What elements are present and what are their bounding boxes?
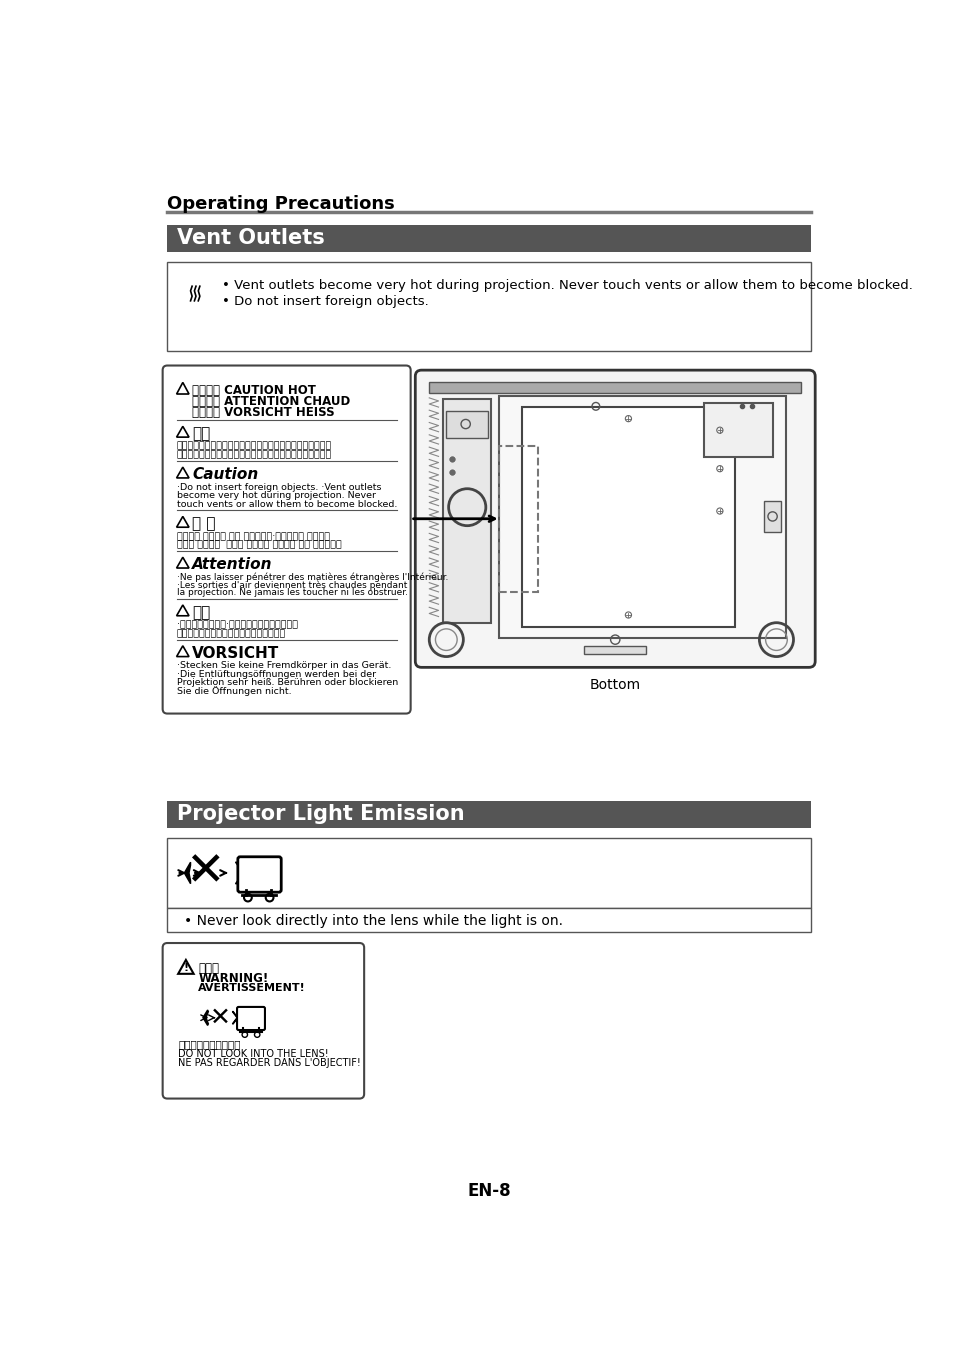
Bar xyxy=(763,502,781,531)
Text: ·Do not insert foreign objects. ·Vent outlets: ·Do not insert foreign objects. ·Vent ou… xyxy=(176,483,380,492)
Bar xyxy=(167,226,810,251)
Text: ·Ne pas laisser pénétrer des matières étrangères l'Intérieur.: ·Ne pas laisser pénétrer des matières ét… xyxy=(176,573,448,583)
Bar xyxy=(703,403,772,457)
Text: la projection. Ne jamais les toucher ni les obstruer.: la projection. Ne jamais les toucher ni … xyxy=(176,588,407,598)
Text: Projector Light Emission: Projector Light Emission xyxy=(176,804,464,825)
Text: 고온주의 VORSICHT HEISS: 고온주의 VORSICHT HEISS xyxy=(192,406,335,419)
Text: 注意: 注意 xyxy=(192,426,210,441)
Text: 주 의: 주 의 xyxy=(192,516,215,531)
Bar xyxy=(167,838,810,907)
Text: 警告！: 警告！ xyxy=(198,961,219,975)
Text: ·不要让异物进入。·使用过程中投影机的通风口: ·不要让异物进入。·使用过程中投影机的通风口 xyxy=(176,621,297,630)
Text: • Never look directly into the lens while the light is on.: • Never look directly into the lens whil… xyxy=(183,914,562,927)
Circle shape xyxy=(450,457,455,462)
Bar xyxy=(521,407,735,626)
Bar xyxy=(167,802,810,827)
Text: become very hot during projection. Never: become very hot during projection. Never xyxy=(176,491,375,500)
FancyBboxPatch shape xyxy=(236,1007,265,1030)
FancyBboxPatch shape xyxy=(162,944,364,1099)
Text: • Do not insert foreign objects.: • Do not insert foreign objects. xyxy=(221,296,428,308)
Text: 注意: 注意 xyxy=(192,604,210,621)
Bar xyxy=(167,262,810,352)
FancyBboxPatch shape xyxy=(237,857,281,892)
Text: ・내부에 이물질을 넣지 마십시오。·투영중에는 배기구가: ・내부에 이물질을 넣지 마십시오。·투영중에는 배기구가 xyxy=(176,531,329,541)
Text: ・内部に異物をいれないでください。・投影中は、排気口が: ・内部に異物をいれないでください。・投影中は、排気口が xyxy=(176,442,332,450)
Text: AVERTISSEMENT!: AVERTISSEMENT! xyxy=(198,983,306,994)
Text: ✕: ✕ xyxy=(210,1006,231,1030)
Text: ·Stecken Sie keine Fremdkörper in das Gerät.: ·Stecken Sie keine Fremdkörper in das Ge… xyxy=(176,661,391,671)
FancyBboxPatch shape xyxy=(162,365,410,714)
Text: Projektion sehr heiß. Berühren oder blockieren: Projektion sehr heiß. Berühren oder bloc… xyxy=(176,679,397,687)
Text: 注意高温 ATTENTION CHAUD: 注意高温 ATTENTION CHAUD xyxy=(192,395,350,408)
Bar xyxy=(583,646,645,653)
Text: Vent Outlets: Vent Outlets xyxy=(176,228,324,249)
Text: 高温になります。排気口に触れたりふさがないでください。: 高温になります。排気口に触れたりふさがないでください。 xyxy=(176,450,332,460)
Text: • Vent outlets become very hot during projection. Never touch vents or allow the: • Vent outlets become very hot during pr… xyxy=(221,280,911,292)
Text: 高温注意 CAUTION HOT: 高温注意 CAUTION HOT xyxy=(192,384,315,397)
Polygon shape xyxy=(233,1011,237,1023)
Text: Operating Precautions: Operating Precautions xyxy=(167,195,395,212)
Text: ✕: ✕ xyxy=(185,850,224,895)
Polygon shape xyxy=(203,1010,208,1025)
Text: WARNING!: WARNING! xyxy=(198,972,268,986)
Circle shape xyxy=(450,470,455,475)
Polygon shape xyxy=(235,863,245,884)
Bar xyxy=(498,446,537,592)
Text: 고온이 됩니다。  절대로 배기구를 만지거나 막지 마십시오。: 고온이 됩니다。 절대로 배기구를 만지거나 막지 마십시오。 xyxy=(176,541,341,549)
Text: !: ! xyxy=(183,963,189,972)
Text: ·Die Entlüftungsöffnungen werden bei der: ·Die Entlüftungsöffnungen werden bei der xyxy=(176,669,375,679)
FancyBboxPatch shape xyxy=(415,370,815,668)
Bar xyxy=(167,907,810,933)
Bar xyxy=(446,411,488,438)
Text: レンズをのぞかない！: レンズをのぞかない！ xyxy=(178,1040,240,1049)
Bar xyxy=(498,396,785,638)
Text: NE PAS REGARDER DANS L'OBJECTIF!: NE PAS REGARDER DANS L'OBJECTIF! xyxy=(178,1057,360,1068)
Text: touch vents or allow them to become blocked.: touch vents or allow them to become bloc… xyxy=(176,499,396,508)
Text: DO NOT LOOK INTO THE LENS!: DO NOT LOOK INTO THE LENS! xyxy=(178,1049,329,1059)
Text: ·Les sorties d'air deviennent très chaudes pendant: ·Les sorties d'air deviennent très chaud… xyxy=(176,580,407,589)
Bar xyxy=(443,399,491,623)
Text: VORSICHT: VORSICHT xyxy=(192,646,279,661)
Text: Sie die Öffnungen nicht.: Sie die Öffnungen nicht. xyxy=(176,687,291,696)
Text: 会非常热。切勿触摸通风口或使其被阻挡。: 会非常热。切勿触摸通风口或使其被阻挡。 xyxy=(176,629,286,638)
Bar xyxy=(429,383,801,393)
Text: Bottom: Bottom xyxy=(589,679,640,692)
Text: Attention: Attention xyxy=(192,557,273,572)
Text: EN-8: EN-8 xyxy=(467,1183,510,1201)
Text: Caution: Caution xyxy=(192,468,258,483)
Polygon shape xyxy=(184,863,191,884)
